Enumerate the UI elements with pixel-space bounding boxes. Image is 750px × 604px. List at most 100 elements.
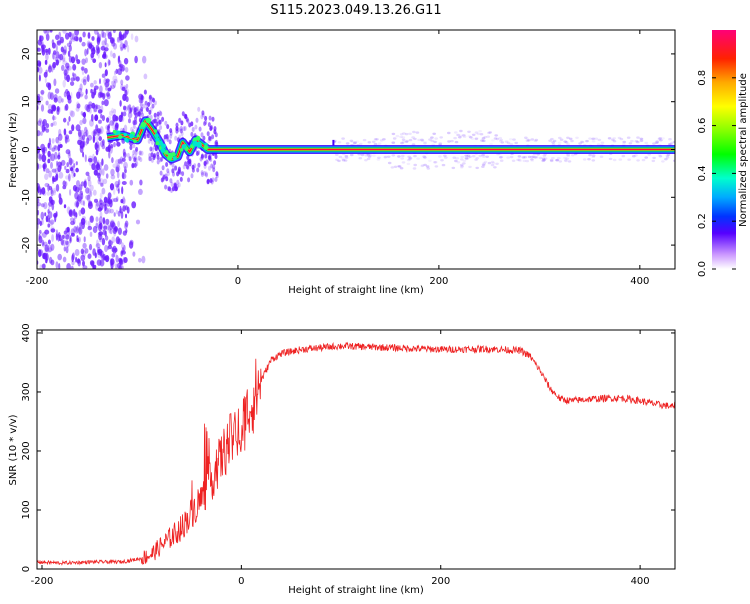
noise-blob: [97, 53, 100, 59]
noise-blob: [499, 155, 504, 159]
noise-blob: [105, 173, 109, 179]
noise-blob: [112, 37, 115, 43]
noise-blob: [412, 130, 416, 134]
noise-blob: [451, 166, 456, 170]
noise-blob: [42, 164, 46, 169]
noise-blob: [38, 41, 43, 46]
noise-blob: [47, 150, 51, 158]
noise-blob: [94, 114, 99, 121]
noise-blob: [40, 143, 45, 151]
noise-blob: [39, 35, 44, 42]
noise-blob: [153, 112, 157, 118]
noise-blob: [527, 155, 532, 159]
noise-blob: [143, 89, 147, 95]
noise-blob: [60, 159, 66, 166]
noise-blob: [338, 155, 343, 159]
noise-blob: [209, 126, 213, 131]
spectrogram-y-label: Frequency (Hz): [8, 112, 19, 188]
noise-blob: [104, 203, 107, 211]
noise-blob: [44, 77, 47, 84]
noise-blob: [636, 136, 640, 139]
noise-blob: [177, 127, 180, 133]
noise-blob: [350, 153, 354, 157]
noise-blob: [495, 137, 500, 141]
noise-blob: [95, 136, 99, 142]
noise-blob: [644, 156, 648, 159]
noise-blob: [81, 221, 85, 230]
noise-blob: [367, 155, 372, 158]
x-tick-label: 200: [431, 576, 450, 587]
noise-blob: [78, 36, 83, 43]
ridge-blob: [171, 152, 176, 157]
noise-blob: [50, 199, 54, 205]
noise-blob: [57, 253, 62, 261]
noise-blob: [81, 66, 84, 71]
noise-blob: [105, 43, 109, 48]
noise-blob: [68, 116, 71, 122]
noise-blob: [482, 162, 487, 165]
noise-blob: [366, 154, 371, 157]
noise-blob: [99, 259, 105, 267]
noise-blob: [80, 207, 86, 215]
noise-blob: [44, 212, 47, 217]
noise-blob: [97, 32, 100, 38]
noise-blob: [117, 68, 123, 76]
noise-blob: [112, 75, 118, 83]
noise-blob: [48, 64, 52, 70]
noise-blob: [165, 134, 169, 140]
noise-blob: [591, 159, 596, 162]
noise-blob: [37, 162, 40, 171]
noise-blob: [45, 215, 49, 223]
noise-blob: [41, 154, 47, 163]
noise-blob: [144, 100, 148, 106]
noise-blob: [447, 140, 451, 143]
noise-blob: [120, 79, 124, 86]
noise-blob: [591, 155, 596, 158]
noise-blob: [67, 98, 72, 104]
noise-blob: [430, 136, 434, 139]
noise-blob: [123, 244, 126, 252]
noise-blob: [202, 135, 206, 141]
noise-blob: [42, 263, 46, 269]
colorbar-tick-label: 0.2: [697, 213, 708, 229]
noise-blob: [214, 177, 218, 182]
noise-blob: [383, 155, 388, 158]
noise-blob: [59, 53, 64, 61]
noise-blob: [171, 168, 175, 174]
noise-blob: [459, 166, 464, 169]
noise-blob: [87, 225, 93, 231]
noise-blob: [213, 160, 217, 166]
noise-blob: [156, 111, 160, 117]
noise-blob: [70, 77, 75, 82]
noise-blob: [634, 140, 639, 143]
noise-blob: [102, 139, 105, 146]
noise-blob: [335, 158, 339, 161]
noise-blob: [74, 30, 79, 36]
noise-blob: [440, 159, 444, 162]
noise-blob: [522, 159, 527, 163]
noise-blob: [98, 132, 101, 137]
ridge-blob: [116, 130, 121, 135]
noise-blob: [56, 40, 60, 46]
noise-blob: [493, 137, 498, 140]
noise-blob: [103, 47, 109, 52]
noise-blob: [75, 167, 79, 173]
noise-blob: [420, 139, 425, 142]
noise-blob: [406, 158, 411, 162]
ridge-line: [107, 120, 675, 160]
noise-blob: [136, 106, 140, 112]
noise-blob: [559, 138, 564, 141]
noise-blob: [508, 138, 513, 141]
noise-blob: [121, 242, 124, 249]
noise-blob: [438, 155, 442, 158]
noise-blob: [500, 141, 505, 144]
noise-blob: [156, 159, 160, 165]
noise-blob: [101, 100, 105, 106]
noise-blob: [563, 140, 567, 143]
noise-blob: [423, 163, 427, 167]
noise-blob: [111, 157, 114, 164]
noise-blob: [64, 165, 67, 170]
noise-blob: [125, 213, 127, 219]
noise-blob: [71, 124, 75, 132]
noise-blob: [399, 133, 404, 136]
